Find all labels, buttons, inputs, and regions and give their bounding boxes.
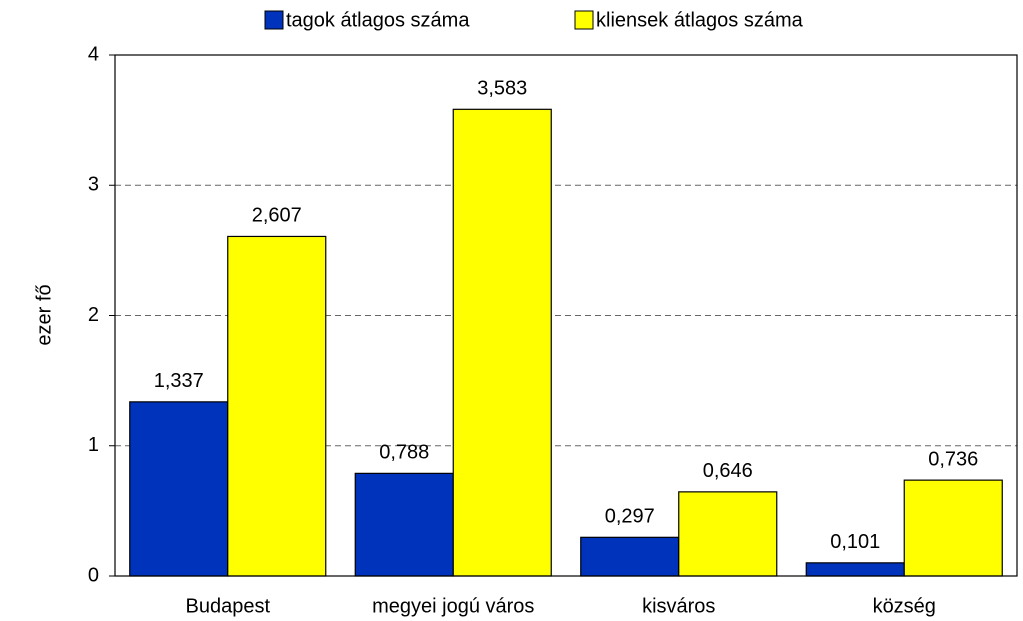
y-tick-label: 1 [88, 434, 99, 456]
bar [354, 472, 454, 577]
value-label: 0,646 [703, 460, 753, 482]
x-tick-label: megyei jogú város [372, 595, 534, 617]
legend-label: kliensek átlagos száma [596, 9, 804, 31]
value-label: 2,607 [252, 205, 302, 227]
bar [129, 401, 229, 577]
y-axis-label: ezer fő [33, 284, 55, 345]
bar [678, 491, 778, 577]
value-label: 0,297 [605, 506, 655, 528]
x-tick-label: község [873, 595, 936, 617]
legend-label: tagok átlagos száma [286, 9, 470, 31]
y-tick-label: 4 [88, 43, 99, 65]
bar [452, 108, 552, 577]
x-tick-label: kisváros [642, 595, 715, 617]
value-label: 3,583 [477, 78, 527, 100]
legend-swatch [264, 10, 284, 30]
legend-swatch [574, 10, 594, 30]
bar [580, 536, 680, 577]
plot-frame [114, 54, 1018, 577]
value-label: 0,101 [830, 531, 880, 553]
y-tick-label: 0 [88, 564, 99, 586]
y-tick-label: 3 [88, 174, 99, 196]
bar [903, 479, 1003, 577]
value-label: 1,337 [154, 370, 204, 392]
bar [805, 562, 905, 577]
value-label: 0,788 [379, 442, 429, 464]
bar [227, 235, 327, 577]
x-tick-label: Budapest [185, 595, 270, 617]
value-label: 0,736 [928, 448, 978, 470]
y-tick-label: 2 [88, 304, 99, 326]
